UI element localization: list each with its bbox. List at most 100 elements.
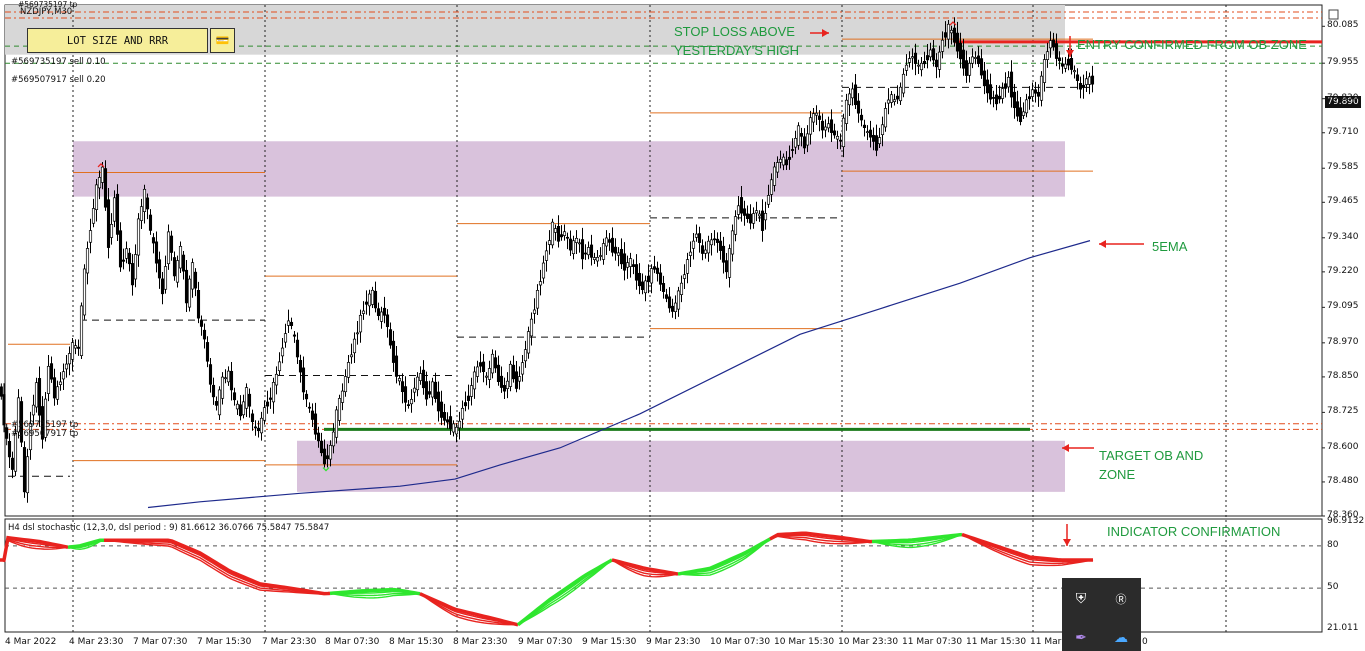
target-note-2: ZONE bbox=[1099, 467, 1136, 482]
stoch-line-bull bbox=[517, 559, 613, 626]
stoch-line-bear bbox=[419, 592, 519, 627]
candle-body bbox=[535, 290, 540, 309]
candle-body bbox=[637, 272, 642, 287]
candle-body bbox=[487, 368, 492, 380]
x-tick-label: 4 Mar 23:30 bbox=[69, 637, 124, 647]
ema-arrow-head bbox=[1099, 240, 1106, 248]
candle-body bbox=[133, 254, 138, 280]
y-tick-label: 79.220 bbox=[1327, 265, 1359, 276]
candle-body bbox=[490, 353, 495, 374]
tp-label-2[interactable]: #569507917 tp bbox=[11, 429, 79, 439]
fractal-marker bbox=[949, 21, 957, 26]
x-tick-label: 10 Mar 07:30 bbox=[710, 637, 771, 647]
feather-icon[interactable]: ✒ bbox=[1075, 630, 1087, 646]
candle-body bbox=[505, 380, 510, 389]
candle-body bbox=[247, 393, 252, 407]
candle-body bbox=[289, 321, 294, 326]
candle-body bbox=[823, 126, 828, 131]
candle-body bbox=[826, 123, 831, 129]
stoch-line-bear bbox=[103, 539, 331, 595]
candle-body bbox=[670, 305, 675, 312]
cloud-icon[interactable]: ☁ bbox=[1114, 630, 1128, 646]
candle-body bbox=[454, 426, 459, 435]
candle-body bbox=[61, 371, 66, 380]
candle-body bbox=[598, 255, 603, 257]
y-tick-label: 79.465 bbox=[1327, 196, 1359, 207]
card-icon[interactable]: 💳 bbox=[210, 28, 235, 53]
candle-body bbox=[271, 382, 276, 403]
candle-body bbox=[169, 235, 174, 253]
candle-body bbox=[337, 398, 342, 421]
candle-body bbox=[46, 365, 51, 394]
stop-loss-arrow-head bbox=[822, 29, 829, 37]
candle-body bbox=[7, 441, 12, 458]
candle-body bbox=[976, 55, 981, 64]
candle-body bbox=[1024, 99, 1029, 114]
x-tick-label: 4 Mar 2022 bbox=[5, 637, 57, 647]
candle-body bbox=[628, 258, 633, 267]
candle-body bbox=[1030, 89, 1035, 97]
candle-body bbox=[820, 120, 825, 131]
candle-body bbox=[412, 387, 417, 393]
candle-body bbox=[673, 302, 678, 312]
candle-body bbox=[295, 339, 300, 358]
candle-body bbox=[118, 230, 123, 268]
indicator-caption: H4 dsl stochastic (12,3,0, dsl period : … bbox=[8, 523, 330, 533]
candle-body bbox=[262, 407, 267, 421]
candle-body bbox=[520, 362, 525, 375]
lot-size-button[interactable]: LOT SIZE AND RRR bbox=[27, 28, 208, 53]
candle-body bbox=[475, 366, 480, 377]
candle-body bbox=[382, 307, 387, 316]
candle-body bbox=[817, 115, 822, 120]
candle-body bbox=[622, 253, 627, 271]
shield-icon[interactable]: ⛨ bbox=[1075, 591, 1087, 607]
candle-body bbox=[34, 382, 39, 408]
candle-body bbox=[292, 334, 297, 337]
y-tick-label: 79.710 bbox=[1327, 126, 1359, 137]
app-badge-icon[interactable]: Ⓡ bbox=[1115, 593, 1127, 606]
candle-body bbox=[703, 249, 708, 254]
candle-body bbox=[274, 373, 279, 386]
fractal-marker bbox=[97, 163, 105, 168]
candle-body bbox=[739, 197, 744, 214]
stoch-line-bear bbox=[961, 533, 1094, 565]
candle-body bbox=[229, 370, 234, 391]
stoch-tick-label: 50 bbox=[1327, 582, 1339, 593]
stoch-line-bear bbox=[103, 539, 331, 595]
candle-body bbox=[565, 236, 570, 239]
candle-body bbox=[235, 403, 240, 410]
stoch-line-bull bbox=[329, 592, 421, 599]
candle-body bbox=[364, 301, 369, 305]
tp-label-1[interactable]: #569735197 tp bbox=[11, 420, 79, 430]
candle-body bbox=[553, 228, 558, 233]
order-label-2[interactable]: #569507917 sell 0.20 bbox=[11, 75, 106, 85]
candle-body bbox=[910, 56, 915, 59]
candle-body bbox=[967, 62, 972, 76]
stoch-tick-label: 96.9132 bbox=[1327, 516, 1365, 526]
x-tick-label: 10 Mar 23:30 bbox=[838, 637, 899, 647]
candle-body bbox=[100, 166, 105, 183]
candle-body bbox=[649, 268, 654, 284]
current-price-label: 79.890 bbox=[1325, 96, 1361, 108]
candle-body bbox=[469, 385, 474, 397]
order-label-1[interactable]: #569735197 sell 0.10 bbox=[11, 57, 106, 67]
candle-body bbox=[1045, 51, 1050, 60]
candle-body bbox=[226, 370, 231, 383]
x-tick-label: 0 bbox=[1142, 637, 1148, 647]
candle-body bbox=[256, 427, 261, 432]
candle-body bbox=[109, 223, 114, 238]
candle-body bbox=[601, 243, 606, 260]
candle-body bbox=[466, 395, 471, 401]
candle-body bbox=[322, 448, 327, 465]
candle-body bbox=[457, 420, 462, 429]
candle-body bbox=[898, 86, 903, 102]
x-tick-label: 9 Mar 23:30 bbox=[646, 637, 701, 647]
candle-body bbox=[76, 346, 81, 349]
candle-body bbox=[343, 376, 348, 393]
candle-body bbox=[460, 407, 465, 420]
candle-body bbox=[1003, 83, 1008, 89]
candle-body bbox=[667, 296, 672, 309]
candle-body bbox=[481, 361, 486, 372]
